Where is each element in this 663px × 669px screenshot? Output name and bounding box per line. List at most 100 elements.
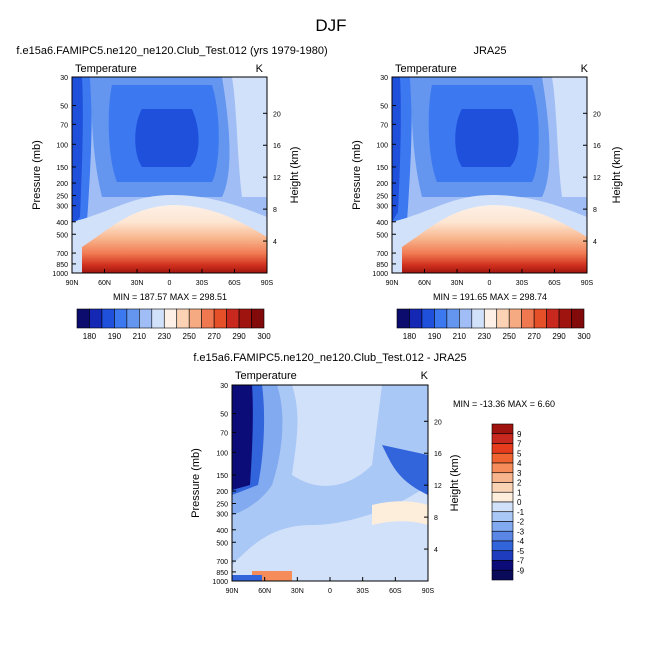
colorbar-swatch xyxy=(126,308,140,329)
contour-cold-core xyxy=(455,109,519,167)
x-tick-label: 90S xyxy=(261,280,274,287)
colorbar-label: 270 xyxy=(207,332,221,341)
y-tick-label: 50 xyxy=(380,104,388,111)
panel-title: f.e15a6.FAMIPC5.ne120_ne120.Club_Test.01… xyxy=(16,45,327,57)
contour-plus1 xyxy=(372,501,428,525)
height-tick-label: 4 xyxy=(273,239,277,246)
x-tick-label: 30N xyxy=(451,280,464,287)
y-tick-label: 700 xyxy=(216,559,228,566)
contour-warm xyxy=(82,205,267,273)
x-tick-label: 90N xyxy=(66,280,79,287)
contour-polar-north-inner xyxy=(72,77,83,227)
colorbar-swatch xyxy=(491,452,514,464)
page-title: DJF xyxy=(315,16,346,35)
y2-axis-label: Height (km) xyxy=(289,147,301,204)
colorbar-swatch xyxy=(213,308,227,329)
colorbar-swatch xyxy=(491,443,514,454)
x-tick-label: 30S xyxy=(196,280,209,287)
y-tick-label: 700 xyxy=(56,251,68,258)
height-tick-label: 12 xyxy=(273,175,281,182)
y-tick-label: 850 xyxy=(216,570,228,577)
colorbar-label: 190 xyxy=(428,332,442,341)
panel-obs: JRA25 Temperature K Pressure (mb) Height… xyxy=(351,45,623,341)
y-tick-label: 300 xyxy=(216,512,228,519)
x-tick-label: 30N xyxy=(131,280,144,287)
colorbar-swatch xyxy=(491,501,514,513)
contour-surface-cold xyxy=(232,575,262,581)
plot-area xyxy=(392,77,587,273)
colorbar-swatch xyxy=(251,308,265,329)
colorbar-swatch xyxy=(491,560,514,571)
colorbar-swatch xyxy=(491,511,514,522)
colorbar-label: 270 xyxy=(527,332,541,341)
units-label: K xyxy=(581,63,589,75)
height-ticks: 20 16 12 8 4 xyxy=(583,111,601,246)
colorbar-label: 180 xyxy=(83,332,97,341)
colorbar-label: 9 xyxy=(517,430,522,439)
colorbar-swatch xyxy=(491,521,514,532)
y-tick-label: 300 xyxy=(56,204,68,211)
contour-south-cold xyxy=(382,445,428,495)
y-tick-label: 400 xyxy=(216,528,228,535)
height-tick-label: 12 xyxy=(434,483,442,490)
units-label: K xyxy=(421,370,429,382)
plot-area xyxy=(72,77,267,273)
colorbar-swatch xyxy=(446,308,460,329)
x-tick-label: 60N xyxy=(418,280,431,287)
x-tick-label: 60S xyxy=(548,280,561,287)
x-tick-label: 30N xyxy=(291,588,304,595)
y-axis-label: Pressure (mb) xyxy=(351,140,363,210)
height-tick-label: 16 xyxy=(434,451,442,458)
colorbar-swatch xyxy=(483,308,498,329)
y-tick-label: 70 xyxy=(220,430,228,437)
colorbar-swatch xyxy=(114,308,128,329)
y-tick-label: 700 xyxy=(376,251,388,258)
colorbar-swatch xyxy=(491,491,514,503)
y-tick-label: 500 xyxy=(376,232,388,239)
colorbar-label: -5 xyxy=(517,547,525,556)
y-tick-label: 200 xyxy=(376,181,388,188)
panel-title: f.e15a6.FAMIPC5.ne120_ne120.Club_Test.01… xyxy=(193,352,466,364)
contour-warm xyxy=(402,205,587,273)
x-tick-label: 90N xyxy=(386,280,399,287)
y-tick-label: 250 xyxy=(56,194,68,201)
colorbar-swatch xyxy=(139,308,153,329)
colorbar-label: 300 xyxy=(577,332,591,341)
y-tick-label: 1000 xyxy=(372,271,388,278)
colorbar-label: 1 xyxy=(517,488,522,497)
colorbar-swatch xyxy=(491,472,514,483)
panel-model: f.e15a6.FAMIPC5.ne120_ne120.Club_Test.01… xyxy=(16,45,327,341)
y2-axis-label: Height (km) xyxy=(611,147,623,204)
colorbar-label: 300 xyxy=(257,332,271,341)
y-tick-label: 400 xyxy=(376,220,388,227)
contour-south-light xyxy=(232,77,267,197)
colorbar-swatch xyxy=(176,308,190,329)
y-tick-label: 1000 xyxy=(52,271,68,278)
y-tick-label: 150 xyxy=(56,165,68,172)
x-tick-label: 60N xyxy=(258,588,271,595)
x-tick-label: 30S xyxy=(516,280,529,287)
height-tick-label: 20 xyxy=(434,419,442,426)
panel-diff: f.e15a6.FAMIPC5.ne120_ne120.Club_Test.01… xyxy=(190,352,555,595)
contour-minus9 xyxy=(232,385,253,490)
colorbar-label: 210 xyxy=(453,332,467,341)
y-tick-label: 100 xyxy=(376,142,388,149)
colorbar-label: 250 xyxy=(183,332,197,341)
y-tick-label: 100 xyxy=(56,142,68,149)
x-tick-label: 30S xyxy=(356,588,369,595)
y-tick-label: 500 xyxy=(216,540,228,547)
colorbar-label: 290 xyxy=(552,332,566,341)
colorbar-swatch xyxy=(76,308,90,329)
colorbar-swatch xyxy=(163,308,178,329)
x-tick-label: 60S xyxy=(228,280,241,287)
colorbar: 180 190 210 230 250 270 290 300 xyxy=(76,308,271,341)
colorbar-swatch xyxy=(571,308,585,329)
colorbar-swatch xyxy=(151,308,165,329)
y-tick-label: 30 xyxy=(220,383,228,390)
colorbar-swatch xyxy=(471,308,485,329)
height-tick-label: 16 xyxy=(273,143,281,150)
height-tick-label: 20 xyxy=(273,111,281,118)
height-tick-label: 8 xyxy=(273,207,277,214)
colorbar-swatch xyxy=(421,308,435,329)
colorbar-label: -2 xyxy=(517,518,525,527)
